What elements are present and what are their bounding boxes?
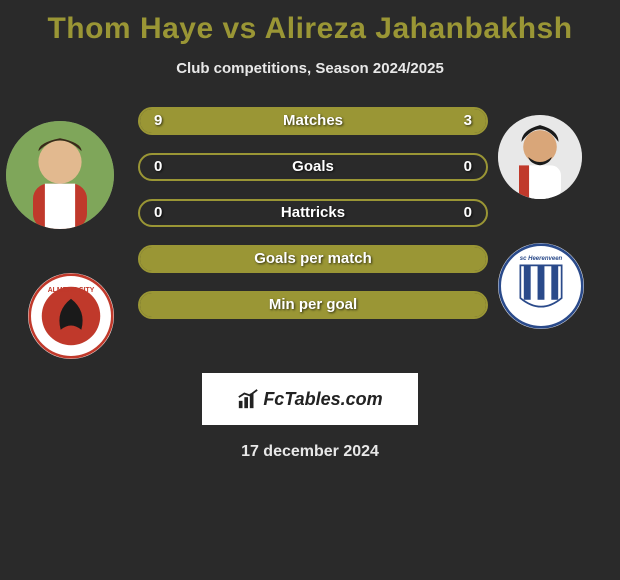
brand-text: FcTables.com	[263, 389, 382, 410]
svg-text:sc Heerenveen: sc Heerenveen	[520, 256, 563, 262]
chart-icon	[237, 388, 259, 410]
stat-row: Goals per match	[138, 245, 488, 273]
subtitle: Club competitions, Season 2024/2025	[0, 60, 620, 77]
comparison-stage: ALMERE CITY sc Heerenveen 93Matches 00Goa…	[0, 107, 620, 367]
stat-label: Matches	[140, 109, 486, 133]
player-right-avatar	[498, 115, 582, 199]
stat-row: 93Matches	[138, 107, 488, 135]
stat-row: 00Hattricks	[138, 199, 488, 227]
player-left-avatar	[6, 121, 114, 229]
page-title: Thom Haye vs Alireza Jahanbakhsh	[0, 0, 620, 46]
svg-text:ALMERE CITY: ALMERE CITY	[48, 287, 95, 294]
date-text: 17 december 2024	[0, 443, 620, 461]
stat-label: Min per goal	[140, 293, 486, 317]
stat-row: 00Goals	[138, 153, 488, 181]
club-left-logo: ALMERE CITY	[28, 273, 114, 359]
stat-label: Goals	[140, 155, 486, 179]
club-right-logo: sc Heerenveen	[498, 243, 584, 329]
stat-bars: 93Matches 00Goals 00Hattricks Goals per mat…	[138, 107, 488, 337]
stat-label: Goals per match	[140, 247, 486, 271]
brand-logo: FcTables.com	[237, 388, 382, 410]
stat-label: Hattricks	[140, 201, 486, 225]
stat-row: Min per goal	[138, 291, 488, 319]
brand-box: FcTables.com	[202, 373, 418, 425]
